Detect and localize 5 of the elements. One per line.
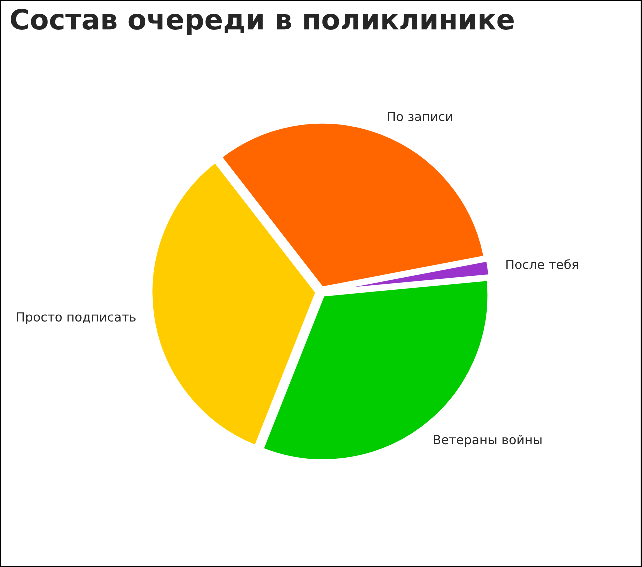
chart-title: Состав очереди в поликлинике	[11, 8, 514, 36]
slice-label: Просто подписать	[17, 312, 136, 324]
slice-label: По записи	[388, 112, 452, 122]
slice-label: Ветераны войны	[434, 434, 542, 448]
slice-label: После тебя	[506, 260, 578, 270]
